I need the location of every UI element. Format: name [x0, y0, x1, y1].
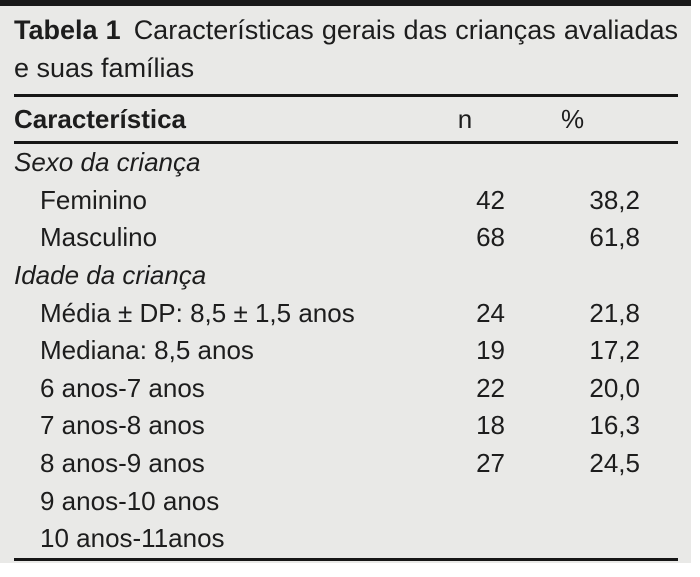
row-label: Mediana: 8,5 anos: [40, 335, 254, 366]
row-label: 9 anos-10 anos: [40, 485, 220, 516]
row-percent-value: 20,0: [589, 372, 640, 403]
table-row: Masculino 68 61,8: [14, 219, 678, 257]
table-rule-bottom: [14, 557, 678, 561]
row-label: 8 anos-9 anos: [40, 448, 205, 479]
table-body: Sexo da criança Feminino 42 38,2 Masculi…: [14, 144, 678, 558]
row-percent-value: 61,8: [589, 222, 640, 253]
column-header-percent: %: [560, 103, 585, 134]
row-percent-value: 24,5: [589, 448, 640, 479]
row-percent-value: 21,8: [589, 297, 640, 328]
table-row: Idade da criança: [14, 257, 678, 295]
row-label: 10 anos-11anos: [40, 523, 225, 554]
table-rule-top: [14, 94, 678, 97]
row-label: 6 anos-7 anos: [40, 372, 205, 403]
table-row: Feminino 42 38,2: [14, 182, 678, 220]
table-row: 7 anos-8 anos 18 16,3: [14, 407, 678, 445]
row-label: 7 anos-8 anos: [40, 410, 205, 441]
row-percent-value: 17,2: [589, 335, 640, 366]
table-row: 8 anos-9 anos 27 24,5: [14, 445, 678, 483]
row-n-value: 18: [476, 410, 505, 441]
row-label: Média ± DP: 8,5 ± 1,5 anos: [40, 297, 355, 328]
column-header-characteristic: Característica: [14, 103, 186, 134]
table-row: Mediana: 8,5 anos 19 17,2: [14, 332, 678, 370]
table-row: Sexo da criança: [14, 144, 678, 182]
table-caption-text: Características gerais das crianças aval…: [14, 15, 678, 83]
row-label: Masculino: [40, 222, 158, 253]
column-header-n: n: [457, 103, 473, 134]
row-n-value: 68: [476, 222, 505, 253]
table-caption-label: Tabela 1: [14, 15, 121, 45]
row-percent-value: 16,3: [589, 410, 640, 441]
table-caption: Tabela 1 Características gerais das crian…: [14, 11, 678, 87]
top-divider-bar: [0, 0, 691, 6]
table-row: Média ± DP: 8,5 ± 1,5 anos 24 21,8: [14, 294, 678, 332]
row-n-value: 42: [476, 184, 505, 215]
table-rule-header: [14, 141, 678, 144]
table-row: 9 anos-10 anos: [14, 482, 678, 520]
table-panel: Tabela 1 Características gerais das crian…: [0, 0, 691, 563]
row-n-value: 24: [476, 297, 505, 328]
table-row: 10 anos-11anos: [14, 520, 678, 558]
row-label: Idade da criança: [14, 260, 207, 291]
row-percent-value: 38,2: [589, 184, 640, 215]
table-header-row: Característica n %: [14, 97, 678, 141]
row-label: Feminino: [40, 184, 147, 215]
row-n-value: 19: [476, 335, 505, 366]
row-label: Sexo da criança: [14, 147, 201, 178]
row-n-value: 27: [476, 448, 505, 479]
table-row: 6 anos-7 anos 22 20,0: [14, 370, 678, 408]
table-content: Tabela 1 Características gerais das crian…: [14, 0, 678, 561]
row-n-value: 22: [476, 372, 505, 403]
